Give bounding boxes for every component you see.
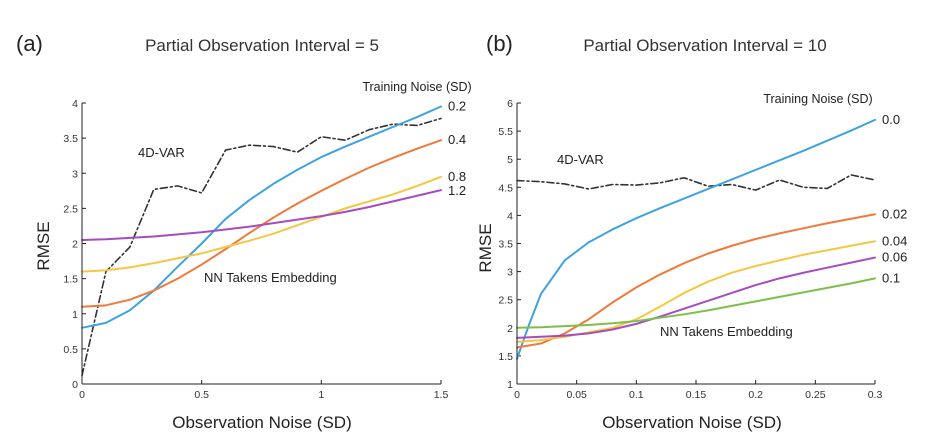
panel-a-y-tick-label: 2.5 — [63, 203, 78, 215]
panel-a-x-tick-label: 1 — [318, 389, 324, 401]
panel-b-y-axis-label: RMSE — [476, 223, 495, 272]
panel-a-4dvar-annotation: 4D-VAR — [138, 145, 185, 160]
panel-a-series-noise-0-2 — [81, 105, 442, 329]
panel-a-title: Partial Observation Interval = 5 — [145, 36, 379, 55]
panel-b-y-tick-label: 4.5 — [498, 182, 513, 194]
panel-b-y-tick-label: 3.5 — [498, 239, 513, 251]
panel-a-series-label: 0.8 — [448, 169, 466, 184]
panel-a-y-tick-label: 3 — [72, 168, 78, 180]
panel-b-series-noise-0-06 — [516, 256, 876, 339]
panel-a-x-tick-label: 1.5 — [434, 389, 449, 401]
panel-b-series-label: 0.04 — [882, 233, 907, 248]
panel-b-y-tick-label: 1 — [507, 379, 513, 391]
panel-b-letter: (b) — [486, 31, 513, 56]
panel-b-series-label: 0.06 — [882, 250, 907, 265]
panel-a-series-noise-0-8 — [81, 175, 442, 273]
panel-b-4dvar-annotation: 4D-VAR — [557, 152, 604, 167]
panel-b-x-tick-label: 0 — [514, 389, 520, 401]
panel-a-x-tick-label: 0.5 — [194, 389, 209, 401]
panel-a-series-4dvar — [81, 117, 442, 377]
panel-a-y-tick-label: 1 — [72, 309, 78, 321]
panel-b-x-tick-label: 0.25 — [805, 389, 826, 401]
panel-a-x-axis-label: Observation Noise (SD) — [172, 413, 352, 432]
panel-b-series-label: 0.1 — [882, 270, 900, 285]
panel-a-letter: (a) — [16, 31, 43, 56]
panel-a-y-tick-label: 0 — [72, 379, 78, 391]
panel-a-series-label: 1.2 — [448, 183, 466, 198]
panel-b-x-tick-label: 0.05 — [566, 389, 587, 401]
panel-b-series-noise-0-0 — [516, 118, 876, 360]
panel-b-y-tick-label: 1.5 — [498, 351, 513, 363]
panel-a-series-label: 0.2 — [448, 99, 466, 114]
panel-b-series-noise-0-1 — [516, 277, 876, 329]
panel-b-title: Partial Observation Interval = 10 — [583, 36, 826, 55]
panel-b: (b) Partial Observation Interval = 10 Tr… — [476, 31, 907, 432]
panel-b-y-tick-label: 5 — [507, 154, 513, 166]
panel-b-y-tick-label: 2.5 — [498, 295, 513, 307]
panel-b-series-label: 0.02 — [882, 206, 907, 221]
panel-b-series-4dvar — [516, 174, 876, 191]
panel-b-y-tick-label: 4 — [507, 210, 513, 222]
panel-a-y-tick-label: 3.5 — [63, 133, 78, 145]
panel-a: (a) Partial Observation Interval = 5 Tra… — [16, 31, 472, 432]
panel-b-y-tick-label: 5.5 — [498, 126, 513, 138]
panel-a-x-tick-label: 0 — [79, 389, 85, 401]
panel-a-series-label: 0.4 — [448, 132, 466, 147]
panel-a-y-tick-label: 1.5 — [63, 274, 78, 286]
panel-b-x-tick-label: 0.15 — [686, 389, 707, 401]
panel-b-nn-annotation: NN Takens Embedding — [660, 324, 793, 339]
panel-a-y-tick-label: 0.5 — [63, 344, 78, 356]
panel-b-x-tick-label: 0.2 — [748, 389, 763, 401]
panel-a-nn-annotation: NN Takens Embedding — [204, 270, 337, 285]
panel-a-y-tick-label: 2 — [72, 239, 78, 251]
panel-b-y-tick-label: 2 — [507, 323, 513, 335]
panel-b-x-tick-label: 0.3 — [868, 389, 883, 401]
panel-b-y-tick-label: 3 — [507, 267, 513, 279]
panel-b-legend-title: Training Noise (SD) — [763, 92, 872, 106]
panel-a-legend-title: Training Noise (SD) — [362, 80, 471, 94]
panel-b-x-tick-label: 0.1 — [629, 389, 644, 401]
panel-b-x-axis-label: Observation Noise (SD) — [602, 413, 782, 432]
panel-a-y-tick-label: 4 — [72, 98, 78, 110]
panel-b-y-tick-label: 6 — [507, 98, 513, 110]
panel-a-series-noise-1-2 — [81, 189, 442, 241]
panel-a-y-axis-label: RMSE — [34, 221, 53, 270]
panel-b-series-label: 0.0 — [882, 112, 900, 127]
